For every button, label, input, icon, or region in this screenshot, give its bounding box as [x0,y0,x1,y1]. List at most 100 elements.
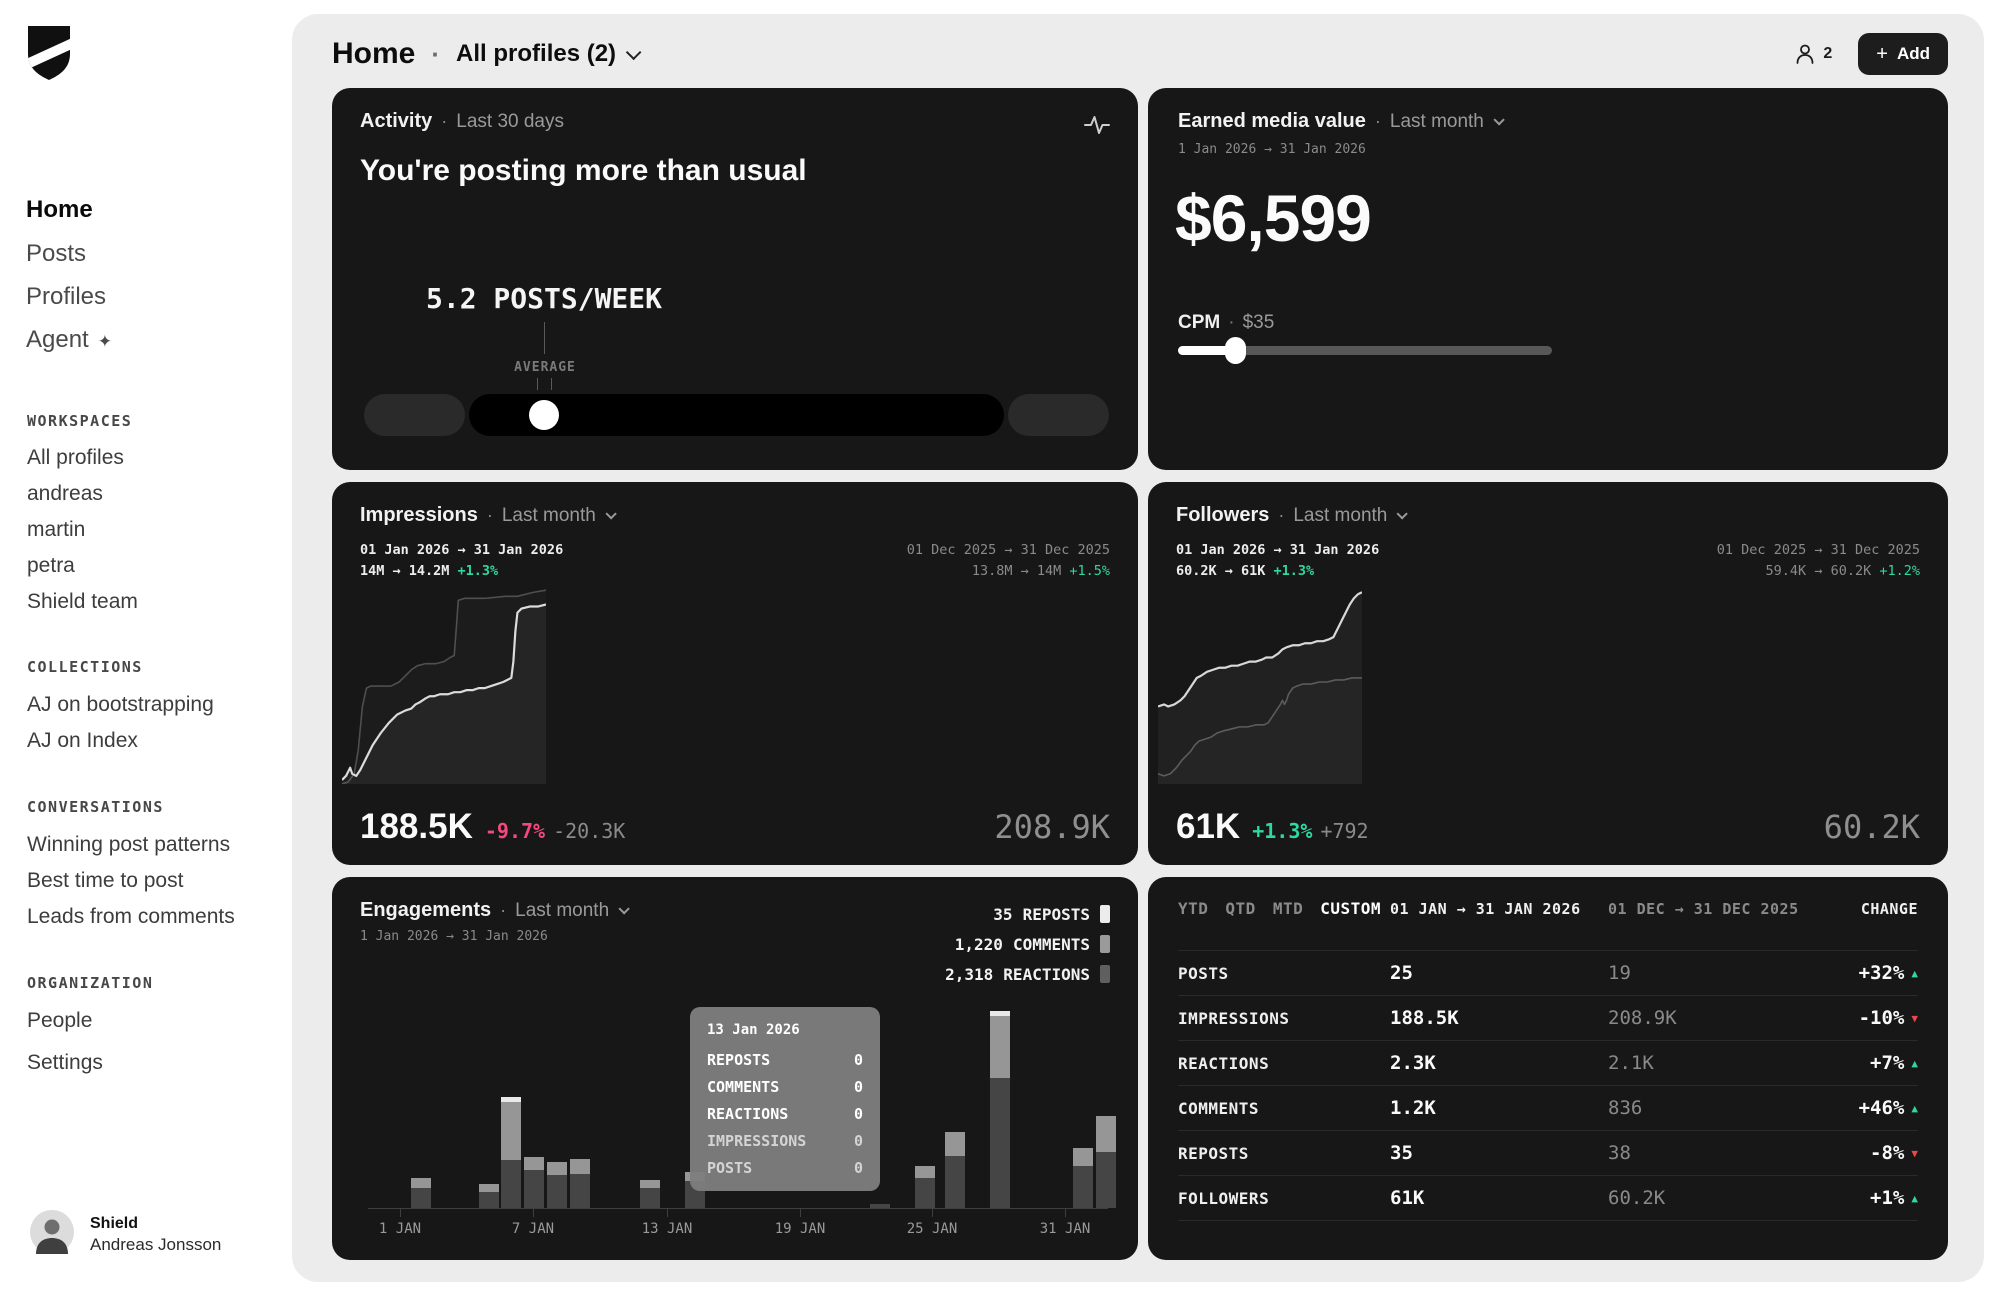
sidebar-item-shield-team[interactable]: Shield team [27,590,138,613]
previous-period-column-header: 01 DEC → 31 DEC 2025 [1608,899,1799,918]
main-panel: Home · All profiles (2) 2 + Add [292,14,1984,1282]
axis-tick [667,1208,668,1217]
sidebar-item-aj-bootstrapping[interactable]: AJ on bootstrapping [27,693,214,716]
tab-mtd[interactable]: MTD [1272,899,1304,918]
sidebar: Home Posts Profiles Agent ✦ WORKSPACES Al… [0,0,292,1289]
chevron-down-icon[interactable] [605,507,617,520]
chevron-down-icon[interactable] [1396,507,1409,520]
engagement-bar[interactable] [411,1178,431,1208]
cpm-slider-track[interactable] [1178,346,1552,355]
followers-chart[interactable] [1158,580,1362,784]
average-marker-line [544,322,545,354]
tab-qtd[interactable]: QTD [1225,899,1256,918]
impressions-chart[interactable] [342,580,546,784]
cpm-slider-knob[interactable] [1225,337,1246,364]
nav-home[interactable]: Home [26,196,93,223]
engagements-card: Engagements · Last month 1 Jan 2026 → 31… [332,877,1138,1260]
sidebar-item-people[interactable]: People [27,1009,93,1032]
engagement-bar[interactable] [547,1162,567,1208]
legend-comments-swatch [1100,935,1110,953]
engagement-bar[interactable] [1096,1116,1116,1208]
engagements-tooltip: 13 Jan 2026 REPOSTS 0 COMMENTS 0 REACTIONS… [690,1007,880,1191]
gauge-main-segment[interactable] [469,394,1004,436]
engagement-bar[interactable] [570,1159,590,1208]
tooltip-row-reposts: REPOSTS 0 [707,1051,863,1069]
followers-footer: 61K +1.3% +792 60.2K [1176,807,1920,847]
followers-range-label[interactable]: Last month [1293,504,1388,526]
tab-custom[interactable]: CUSTOM [1320,899,1382,918]
impressions-delta-pct: -9.7% [484,819,546,843]
user-info: Shield Andreas Jonsson [90,1215,221,1255]
axis-tick-label: 13 JAN [641,1221,693,1237]
current-period-column-header: 01 JAN → 31 JAN 2026 [1390,899,1581,918]
engagement-bar[interactable] [640,1180,660,1208]
nav-profiles[interactable]: Profiles [26,283,107,310]
engagements-bars[interactable] [368,1008,1116,1208]
followers-current-stats: 60.2K → 61K +1.3% [1176,563,1315,579]
followers-big-value: 61K [1176,807,1241,846]
legend-comments-label: COMMENTS [1012,934,1090,954]
sidebar-item-aj-index[interactable]: AJ on Index [27,729,138,752]
engagement-bar[interactable] [524,1157,544,1208]
impressions-previous-big: 208.9K [994,808,1110,846]
avatar [30,1210,74,1259]
engagements-axis-ticks: 1 JAN 7 JAN 13 JAN 19 JAN 25 JAN 31 JAN [368,1208,1108,1238]
members-count[interactable]: 2 [1794,43,1832,65]
activity-dot: · [441,111,448,131]
chevron-down-icon[interactable] [1493,113,1505,126]
chevron-down-icon[interactable] [618,902,630,915]
axis-tick-label: 31 JAN [1039,1221,1091,1237]
workspace-name: Shield [90,1214,139,1232]
shield-logo[interactable] [26,24,72,82]
add-button-label: Add [1896,44,1930,63]
engagements-range-label[interactable]: Last month [515,899,610,921]
cpm-slider[interactable] [1178,336,1552,364]
breadcrumb-dot: · [431,38,441,69]
engagement-bar[interactable] [479,1184,499,1208]
sidebar-item-martin[interactable]: martin [27,518,86,541]
emv-range-label[interactable]: Last month [1389,110,1484,132]
person-icon [1796,44,1814,64]
cpm-dot: · [1228,312,1235,333]
average-marker-label: AVERAGE [514,360,576,375]
sidebar-item-best-time-to-post[interactable]: Best time to post [27,869,184,892]
sidebar-item-winning-post-patterns[interactable]: Winning post patterns [27,833,231,856]
sidebar-item-petra[interactable]: petra [27,554,75,577]
stats-table-body: POSTS 25 19 +32% ▲ IMPRESSIONS 188.5K 208… [1178,950,1918,1221]
legend-reposts-swatch [1100,905,1110,923]
followers-previous-dates: 01 Dec 2025 → 31 Dec 2025 [1716,542,1920,558]
engagement-bar[interactable] [915,1166,935,1208]
sidebar-item-all-profiles[interactable]: All profiles [27,446,124,469]
nav-posts[interactable]: Posts [26,240,87,267]
change-arrow-icon: ▲ [1911,1101,1918,1115]
engagement-bar[interactable] [1073,1148,1093,1208]
activity-value: 5.2 POSTS/WEEK [426,282,663,315]
legend-comments: 1,220 COMMENTS [945,933,1110,955]
cpm-slider-fill [1178,346,1235,355]
engagement-bar[interactable] [870,1204,890,1208]
sidebar-item-andreas[interactable]: andreas [27,482,103,505]
nav-agent[interactable]: Agent ✦ [26,326,112,354]
average-tick [537,378,538,390]
legend-reactions-label: REACTIONS [1003,964,1090,984]
table-row-followers: FOLLOWERS 61K 60.2K +1% ▲ [1178,1175,1918,1220]
tab-ytd[interactable]: YTD [1178,899,1209,918]
table-row-impressions: IMPRESSIONS 188.5K 208.9K -10% ▼ [1178,995,1918,1040]
section-title-organization: ORGANIZATION [27,974,154,992]
engagement-bar[interactable] [945,1132,965,1208]
engagement-bar[interactable] [990,1011,1010,1208]
followers-delta-abs: +792 [1320,819,1369,843]
profile-selector[interactable]: All profiles (2) [456,40,642,68]
average-tick [551,378,552,390]
followers-dot: · [1278,505,1285,525]
impressions-range-label[interactable]: Last month [501,504,596,526]
engagement-bar[interactable] [501,1097,521,1208]
sidebar-item-leads-from-comments[interactable]: Leads from comments [27,905,235,928]
gauge-right-segment [1008,394,1109,436]
activity-knob[interactable] [529,400,559,430]
sidebar-item-settings[interactable]: Settings [27,1051,103,1074]
user-menu[interactable]: Shield Andreas Jonsson [30,1210,221,1259]
engagements-dot: · [500,900,507,920]
axis-tick [400,1208,401,1217]
add-button[interactable]: + Add [1858,33,1948,75]
